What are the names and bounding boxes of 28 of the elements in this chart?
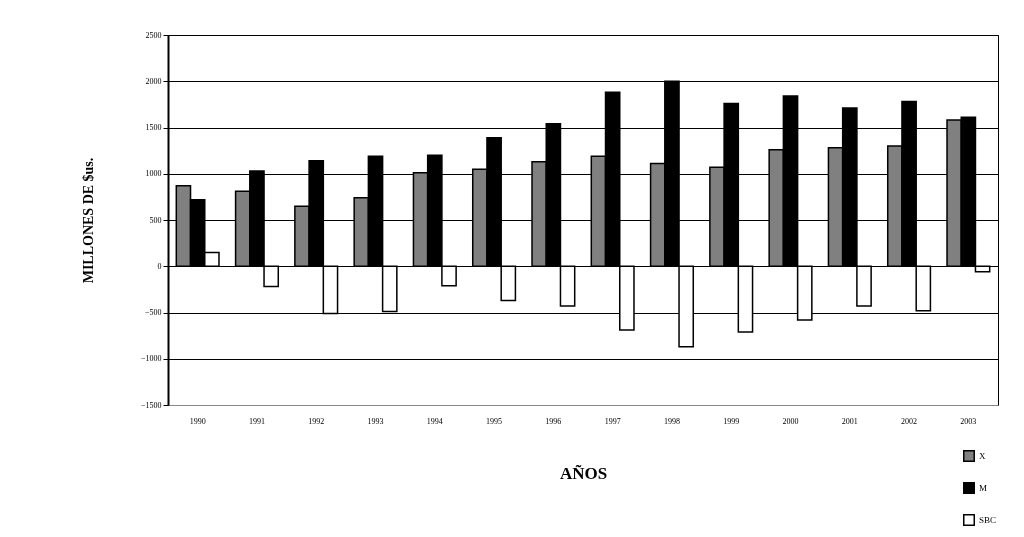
y-tick-label: 1000 xyxy=(145,169,162,179)
x-tick-label: 2003 xyxy=(960,416,977,426)
legend-label: X xyxy=(979,451,986,461)
x-tick-label: 1999 xyxy=(723,416,740,426)
x-tick-label: 1990 xyxy=(189,416,206,426)
y-tick-label: 2500 xyxy=(145,30,162,40)
y-tick-label: 1500 xyxy=(145,123,162,132)
x-tick-label: 1991 xyxy=(248,416,265,426)
y-tick-label: 2000 xyxy=(145,76,162,86)
x-tick-label: 1992 xyxy=(308,416,325,426)
y-tick-label: −500 xyxy=(144,308,162,317)
x-axis-title: AÑOS xyxy=(559,463,608,483)
x-tick-label: 1996 xyxy=(545,416,562,426)
x-tick-label: 1994 xyxy=(426,416,443,426)
x-tick-label: 2001 xyxy=(841,416,858,426)
legend-label: M xyxy=(979,483,988,493)
x-tick-label: 1995 xyxy=(486,416,503,426)
x-tick-label: 1993 xyxy=(367,416,384,426)
x-tick-label: 1997 xyxy=(604,416,621,426)
legend-label: SBC xyxy=(979,515,997,525)
x-tick-label: 2002 xyxy=(901,416,918,426)
y-tick-label: −1000 xyxy=(140,354,162,364)
y-tick-label: −1500 xyxy=(140,400,162,410)
y-tick-label: 0 xyxy=(157,261,162,271)
y-tick-label: 500 xyxy=(149,215,162,225)
x-tick-label: 1998 xyxy=(663,416,680,426)
y-axis-title: MILLONES DE $us. xyxy=(80,157,96,284)
x-tick-label: 2000 xyxy=(782,416,799,426)
